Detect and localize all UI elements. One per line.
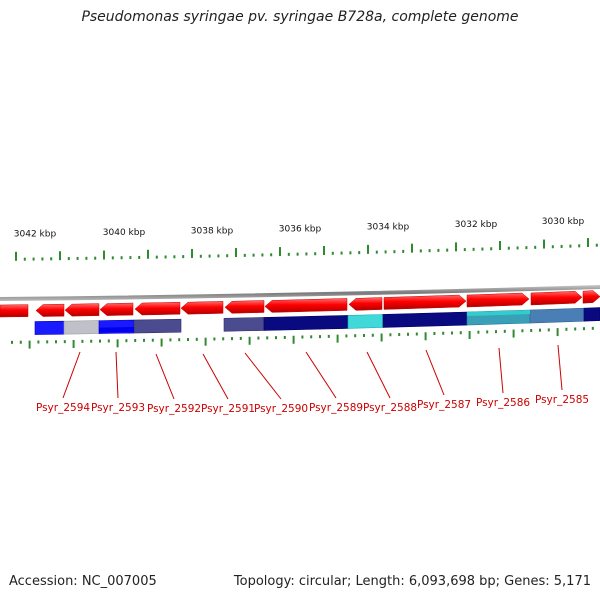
genome-backbone [0, 285, 600, 301]
gene-label[interactable]: Psyr_2588 [363, 402, 417, 414]
gene-label[interactable]: Psyr_2593 [91, 402, 145, 414]
gene-label[interactable]: Psyr_2592 [147, 403, 201, 415]
feature-bar [529, 307, 585, 324]
genome-summary: Topology: circular; Length: 6,093,698 bp… [233, 574, 591, 589]
feature-bar [467, 310, 530, 317]
leader-line [557, 344, 563, 391]
gene-arrow [348, 297, 383, 311]
feature-bar [34, 320, 65, 335]
inner-ticks [11, 326, 594, 349]
gene-arrow [134, 301, 181, 316]
leader-lines [62, 344, 563, 400]
leader-line [366, 351, 391, 399]
scale-label: 3036 kbp [279, 225, 322, 235]
gene-arrow [383, 294, 467, 310]
gene-arrow [582, 290, 600, 304]
gene-label[interactable]: Psyr_2590 [254, 403, 308, 415]
scale-label: 3030 kbp [542, 217, 585, 227]
feature-bar [263, 315, 349, 331]
scale-ticks [15, 238, 598, 261]
gene-label[interactable]: Psyr_2594 [36, 402, 90, 414]
feature-bars [34, 307, 600, 335]
leader-line [62, 351, 81, 399]
gene-arrow [35, 303, 65, 317]
leader-line [305, 351, 337, 399]
leader-line [498, 347, 504, 394]
feature-bar [63, 320, 100, 335]
gene-arrow [530, 290, 583, 306]
gene-arrow [0, 304, 29, 318]
leader-line [425, 349, 445, 396]
gene-label[interactable]: Psyr_2591 [201, 403, 255, 415]
scale-label: 3032 kbp [455, 220, 498, 230]
leader-line [155, 353, 175, 400]
feature-bar [347, 314, 384, 329]
leader-line [115, 351, 119, 399]
gene-label[interactable]: Psyr_2589 [309, 402, 363, 414]
feature-bar [382, 311, 468, 328]
gene-label[interactable]: Psyr_2587 [417, 399, 471, 411]
gene-arrows [0, 290, 600, 318]
gene-labels: Psyr_2594 Psyr_2593 Psyr_2592 Psyr_2591Psyr… [36, 394, 589, 415]
leader-line [202, 353, 229, 400]
accession-text: Accession: NC_007005 [9, 574, 157, 589]
gene-arrow [224, 300, 265, 314]
gene-arrow [264, 298, 348, 313]
feature-bar [133, 318, 182, 334]
gene-arrow [466, 292, 530, 308]
scale-label: 3042 kbp [14, 230, 57, 240]
gene-arrow [64, 303, 100, 317]
gene-label[interactable]: Psyr_2585 [535, 394, 589, 406]
gene-label[interactable]: Psyr_2586 [476, 397, 530, 409]
leader-line [244, 352, 282, 400]
scale-label: 3034 kbp [367, 222, 410, 232]
genome-title: Pseudomonas syringae pv. syringae B728a,… [81, 9, 519, 25]
gene-arrow [99, 302, 134, 316]
scale-labels: 3042 kbp 3040 kbp 3038 kbp 3036 kbp 3034 kbp… [14, 217, 585, 240]
scale-label: 3038 kbp [191, 227, 234, 237]
gene-arrow [180, 301, 224, 315]
feature-bar [99, 327, 134, 333]
scale-label: 3040 kbp [103, 228, 146, 238]
feature-bar [223, 317, 265, 332]
feature-bar [583, 307, 600, 322]
